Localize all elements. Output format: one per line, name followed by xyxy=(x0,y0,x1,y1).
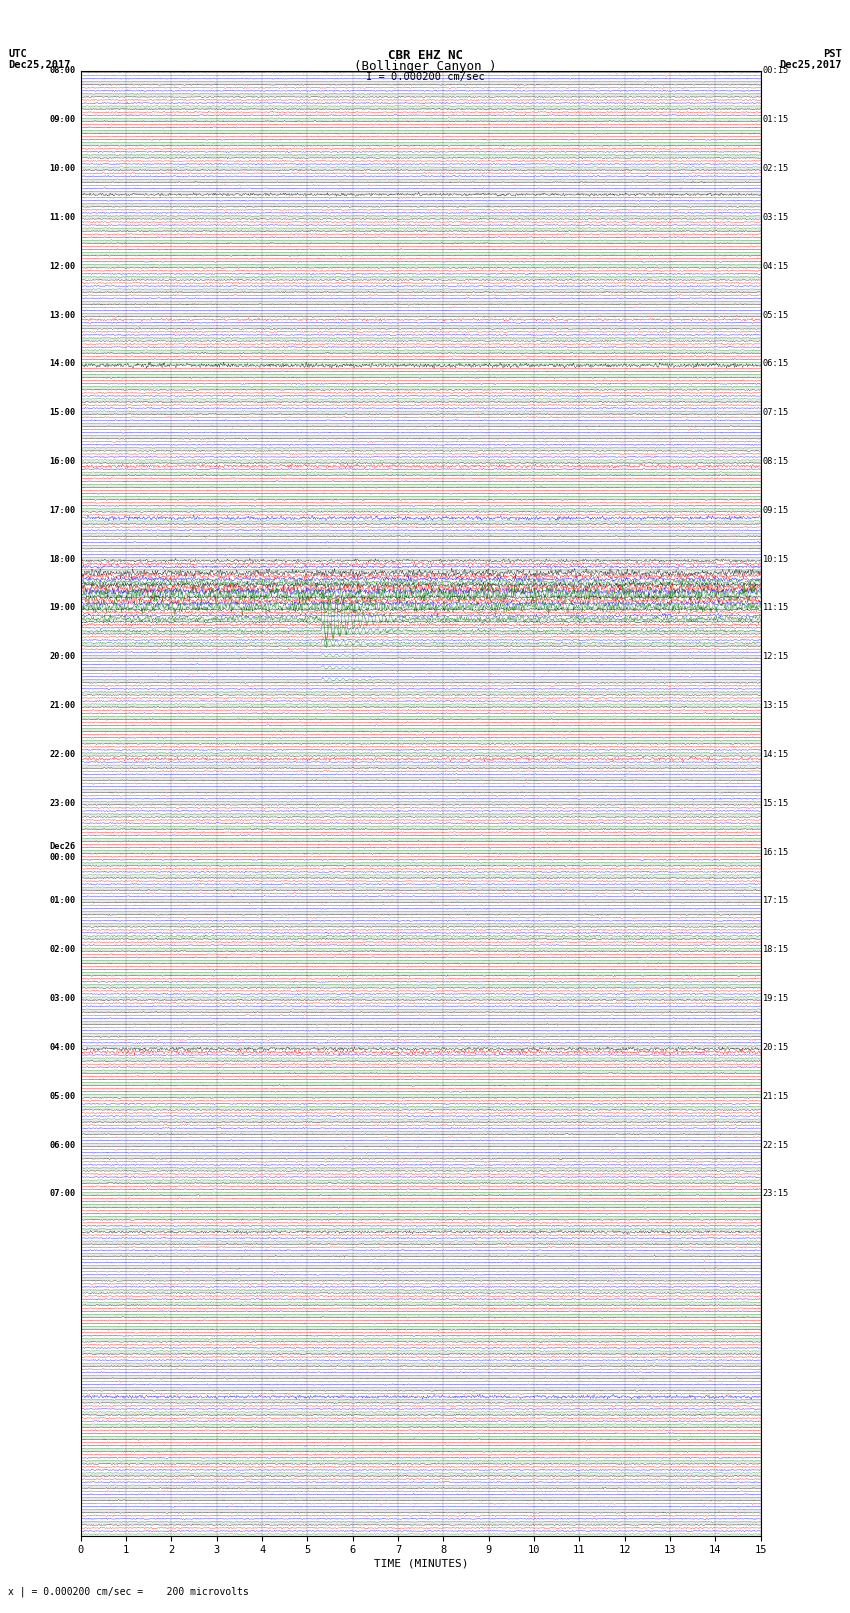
Text: I = 0.000200 cm/sec: I = 0.000200 cm/sec xyxy=(366,71,484,82)
Text: 23:00: 23:00 xyxy=(49,798,76,808)
Text: 06:00: 06:00 xyxy=(49,1140,76,1150)
Text: 09:00: 09:00 xyxy=(49,115,76,124)
Text: 18:00: 18:00 xyxy=(49,555,76,563)
Text: 17:15: 17:15 xyxy=(762,897,789,905)
Text: 01:00: 01:00 xyxy=(49,897,76,905)
Text: 10:15: 10:15 xyxy=(762,555,789,563)
Text: 12:00: 12:00 xyxy=(49,261,76,271)
Text: 05:00: 05:00 xyxy=(49,1092,76,1100)
Text: x | = 0.000200 cm/sec =    200 microvolts: x | = 0.000200 cm/sec = 200 microvolts xyxy=(8,1586,249,1597)
X-axis label: TIME (MINUTES): TIME (MINUTES) xyxy=(373,1558,468,1568)
Text: 01:15: 01:15 xyxy=(762,115,789,124)
Text: 03:15: 03:15 xyxy=(762,213,789,223)
Text: 05:15: 05:15 xyxy=(762,311,789,319)
Text: 17:00: 17:00 xyxy=(49,506,76,515)
Text: 03:00: 03:00 xyxy=(49,994,76,1003)
Text: 22:15: 22:15 xyxy=(762,1140,789,1150)
Text: 07:00: 07:00 xyxy=(49,1189,76,1198)
Text: 16:15: 16:15 xyxy=(762,847,789,857)
Text: 06:15: 06:15 xyxy=(762,360,789,368)
Text: 07:15: 07:15 xyxy=(762,408,789,418)
Text: 10:00: 10:00 xyxy=(49,165,76,173)
Text: 11:15: 11:15 xyxy=(762,603,789,613)
Text: 18:15: 18:15 xyxy=(762,945,789,955)
Text: 13:00: 13:00 xyxy=(49,311,76,319)
Text: 20:00: 20:00 xyxy=(49,652,76,661)
Text: 19:00: 19:00 xyxy=(49,603,76,613)
Text: 00:15: 00:15 xyxy=(762,66,789,76)
Text: 22:00: 22:00 xyxy=(49,750,76,760)
Text: 08:15: 08:15 xyxy=(762,456,789,466)
Text: 19:15: 19:15 xyxy=(762,994,789,1003)
Text: 04:00: 04:00 xyxy=(49,1044,76,1052)
Text: Dec26
00:00: Dec26 00:00 xyxy=(49,842,76,861)
Text: 08:00: 08:00 xyxy=(49,66,76,76)
Text: Dec25,2017: Dec25,2017 xyxy=(8,60,71,71)
Text: 21:15: 21:15 xyxy=(762,1092,789,1100)
Text: 14:15: 14:15 xyxy=(762,750,789,760)
Text: 09:15: 09:15 xyxy=(762,506,789,515)
Text: (Bollinger Canyon ): (Bollinger Canyon ) xyxy=(354,60,496,74)
Text: 02:00: 02:00 xyxy=(49,945,76,955)
Text: 14:00: 14:00 xyxy=(49,360,76,368)
Text: PST: PST xyxy=(823,48,842,60)
Text: 15:15: 15:15 xyxy=(762,798,789,808)
Text: UTC: UTC xyxy=(8,48,27,60)
Text: CBR EHZ NC: CBR EHZ NC xyxy=(388,48,462,63)
Text: 23:15: 23:15 xyxy=(762,1189,789,1198)
Text: 02:15: 02:15 xyxy=(762,165,789,173)
Text: 20:15: 20:15 xyxy=(762,1044,789,1052)
Text: 21:00: 21:00 xyxy=(49,702,76,710)
Text: 13:15: 13:15 xyxy=(762,702,789,710)
Text: Dec25,2017: Dec25,2017 xyxy=(779,60,842,71)
Text: 12:15: 12:15 xyxy=(762,652,789,661)
Text: 15:00: 15:00 xyxy=(49,408,76,418)
Text: 16:00: 16:00 xyxy=(49,456,76,466)
Text: 11:00: 11:00 xyxy=(49,213,76,223)
Text: 04:15: 04:15 xyxy=(762,261,789,271)
